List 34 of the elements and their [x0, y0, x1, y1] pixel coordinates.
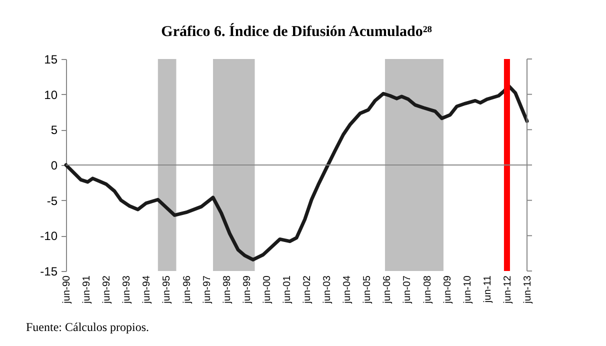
x-tick-label: jun-06: [382, 275, 394, 304]
x-tick-label: jun-11: [482, 275, 494, 304]
x-tick-label: jun-04: [342, 275, 354, 304]
x-tick-label: jun-98: [222, 275, 233, 304]
x-tick-label: jun-91: [82, 275, 93, 304]
x-tick-label: jun-12: [502, 275, 514, 304]
y-tick-label: 15: [44, 52, 58, 66]
x-tick-label: jun-05: [362, 275, 374, 304]
y-tick-label: 5: [50, 123, 58, 138]
y-tick-label: 0: [50, 158, 58, 172]
y-tick-label: -10: [40, 229, 58, 244]
source-note: Fuente: Cálculos propios.: [26, 320, 149, 334]
x-tick-label: jun-09: [442, 275, 454, 304]
y-tick-label: -5: [46, 194, 58, 208]
x-tick-label: jun-10: [462, 275, 474, 304]
x-tick-label: jun-00: [262, 275, 273, 304]
x-tick-label: jun-01: [282, 275, 293, 304]
x-tick-label: jun-94: [142, 275, 153, 304]
y-tick-label: 10: [44, 88, 58, 102]
x-tick-label: jun-93: [122, 275, 133, 304]
x-tick-label: jun-95: [162, 275, 173, 304]
y-tick-label: -15: [40, 264, 58, 278]
line-series: [64, 84, 529, 262]
x-tick-label: jun-96: [182, 275, 193, 304]
x-tick-label: jun-97: [202, 275, 213, 304]
x-tick-label: jun-92: [102, 275, 113, 304]
x-tick-label: jun-13: [522, 275, 534, 304]
x-tick-label: jun-07: [402, 275, 414, 304]
x-tick-label: jun-99: [242, 275, 253, 304]
x-tick-label: jun-90: [62, 275, 72, 304]
chart-title: Gráfico 6. Índice de Difusión Acumulado²⁸: [161, 23, 432, 40]
x-tick-label: jun-02: [302, 275, 314, 304]
x-tick-label: jun-08: [422, 275, 434, 304]
x-tick-label: jun-03: [322, 275, 334, 304]
